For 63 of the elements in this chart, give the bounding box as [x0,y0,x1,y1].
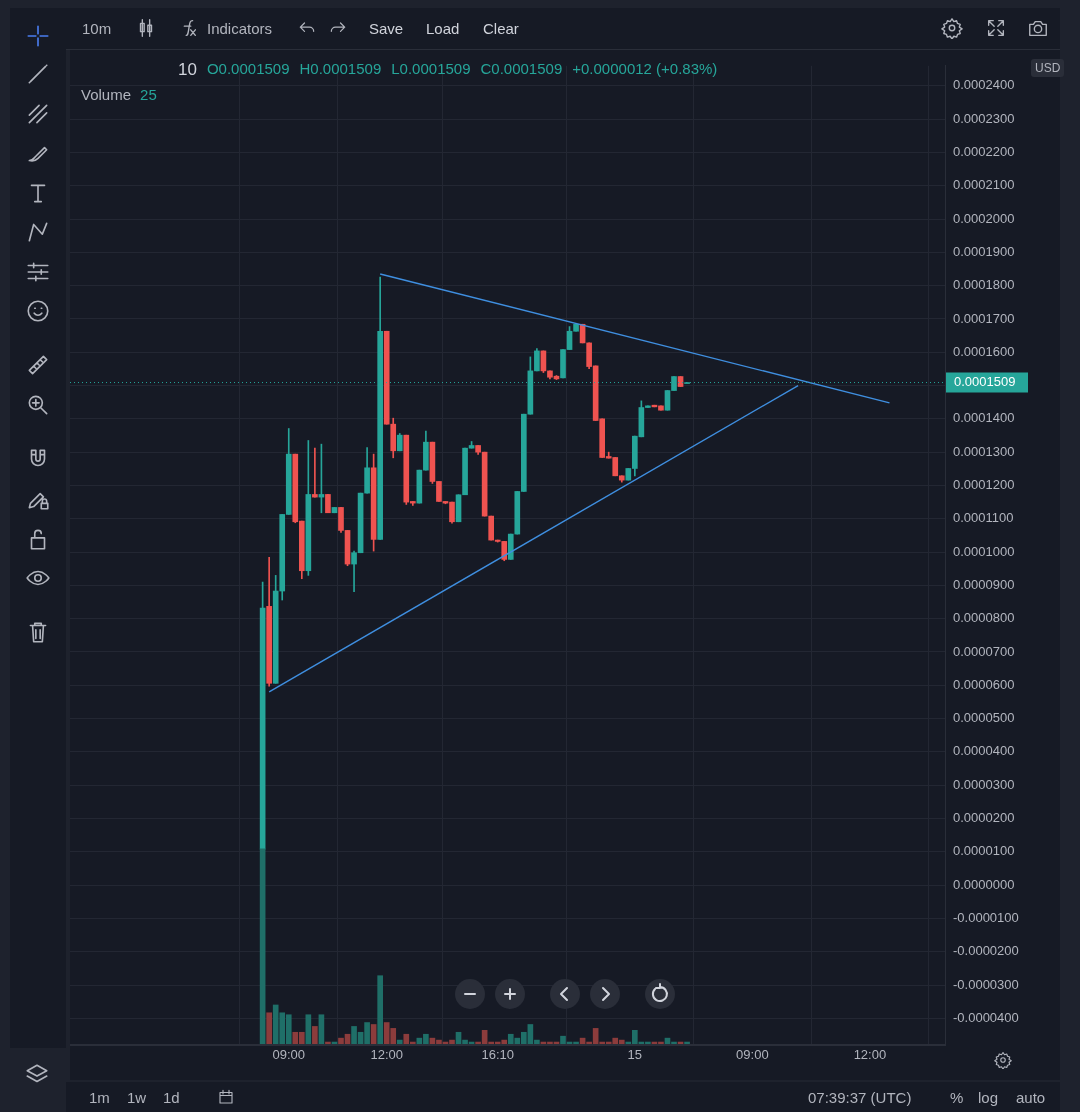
text: USD [1031,59,1065,77]
y-tick-label: 0.0000500 [953,710,1015,726]
y-tick-label: 0.0002400 [953,77,1015,93]
y-tick-label: 0.0001900 [953,243,1015,259]
y-tick-label: -0.0000300 [953,976,1019,992]
y-tick-label: 0.0000400 [953,743,1015,759]
annotation: +0.0000012 (+0.83%) [572,60,718,79]
y-tick-label: 0.0000900 [953,576,1015,592]
annotation: H0.0001509 [299,60,382,79]
y-tick-label: 0.0000200 [953,810,1015,826]
y-tick-label: -0.0000100 [953,910,1019,926]
text: Clear [483,19,519,37]
y-tick-label: 0.0001100 [953,510,1014,526]
y-tick-label: 0.0000300 [953,776,1015,792]
y-tick-label: 0.0002000 [953,210,1015,226]
y-tick-label: 0.0000000 [953,876,1015,892]
y-tick-label: 0.0001200 [953,477,1015,493]
y-tick-label: -0.0000200 [953,943,1019,959]
bar [396,1039,403,1044]
text: 1w [127,1088,147,1106]
y-tick-label: 0.0000700 [953,643,1015,659]
bar [325,1041,331,1044]
text: Indicators [207,19,273,37]
x-tick-label: 09:00 [736,1047,769,1063]
text: log [978,1088,999,1106]
y-tick-label: 0.0000800 [953,610,1015,626]
chart-title: Volume [81,86,132,103]
annotation: 10 [178,60,197,80]
text: 1d [163,1088,180,1106]
ref-line-label: 0.0001509 [954,374,1016,390]
text: Save [369,19,404,37]
annotation: 25 [140,86,157,103]
y-tick-label: 0.0001600 [953,343,1015,359]
y-tick-label: 0.0000600 [953,676,1015,692]
y-tick-label: 0.0001300 [953,443,1015,459]
x-tick-label: 15 [627,1047,643,1063]
y-tick-label: 0.0001700 [953,310,1015,326]
annotation: L0.0001509 [391,60,471,79]
text: 10m [82,19,112,37]
bar [684,1041,690,1044]
text: 07:39:37 (UTC) [808,1088,912,1106]
y-tick-label: -0.0000400 [953,1009,1019,1025]
text: Load [426,19,460,37]
y-tick-label: 0.0000100 [953,843,1015,859]
y-tick-label: 0.0002200 [953,143,1015,159]
y-tick-label: 0.0001000 [953,543,1015,559]
bar [266,1012,272,1044]
text: 1m [89,1088,110,1106]
x-tick-label: 12:00 [370,1047,403,1063]
y-tick-label: 0.0002300 [953,110,1015,126]
bar [377,975,383,1044]
text: % [950,1088,964,1106]
text: auto [1016,1088,1046,1106]
y-tick-label: 0.0002100 [953,177,1015,193]
annotation: C0.0001509 [480,60,563,79]
x-tick-label: 12:00 [853,1047,887,1063]
y-tick-label: 0.0001400 [953,410,1015,426]
candlestick [312,447,318,498]
x-tick-label: 09:00 [272,1047,306,1063]
y-tick-label: 0.0001800 [953,277,1015,293]
bar [312,1026,318,1044]
annotation: O0.0001509 [206,60,290,79]
x-tick-label: 16:10 [481,1047,514,1063]
